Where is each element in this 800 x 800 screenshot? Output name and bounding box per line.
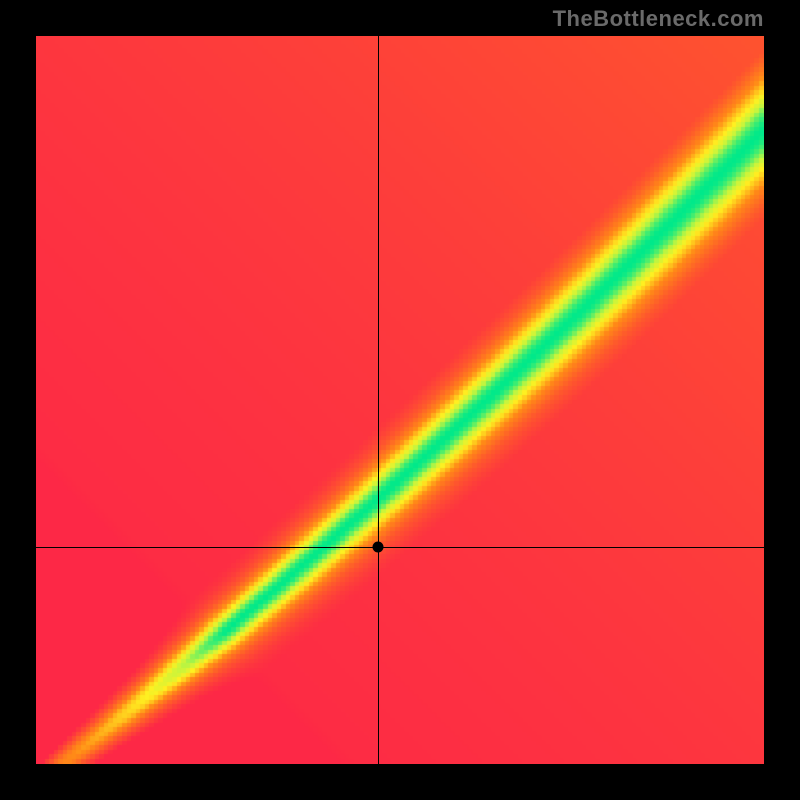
crosshair-vertical bbox=[378, 36, 379, 764]
heatmap-canvas bbox=[36, 36, 764, 764]
watermark-text: TheBottleneck.com bbox=[553, 6, 764, 32]
crosshair-horizontal bbox=[36, 547, 764, 548]
crosshair-marker bbox=[373, 542, 384, 553]
